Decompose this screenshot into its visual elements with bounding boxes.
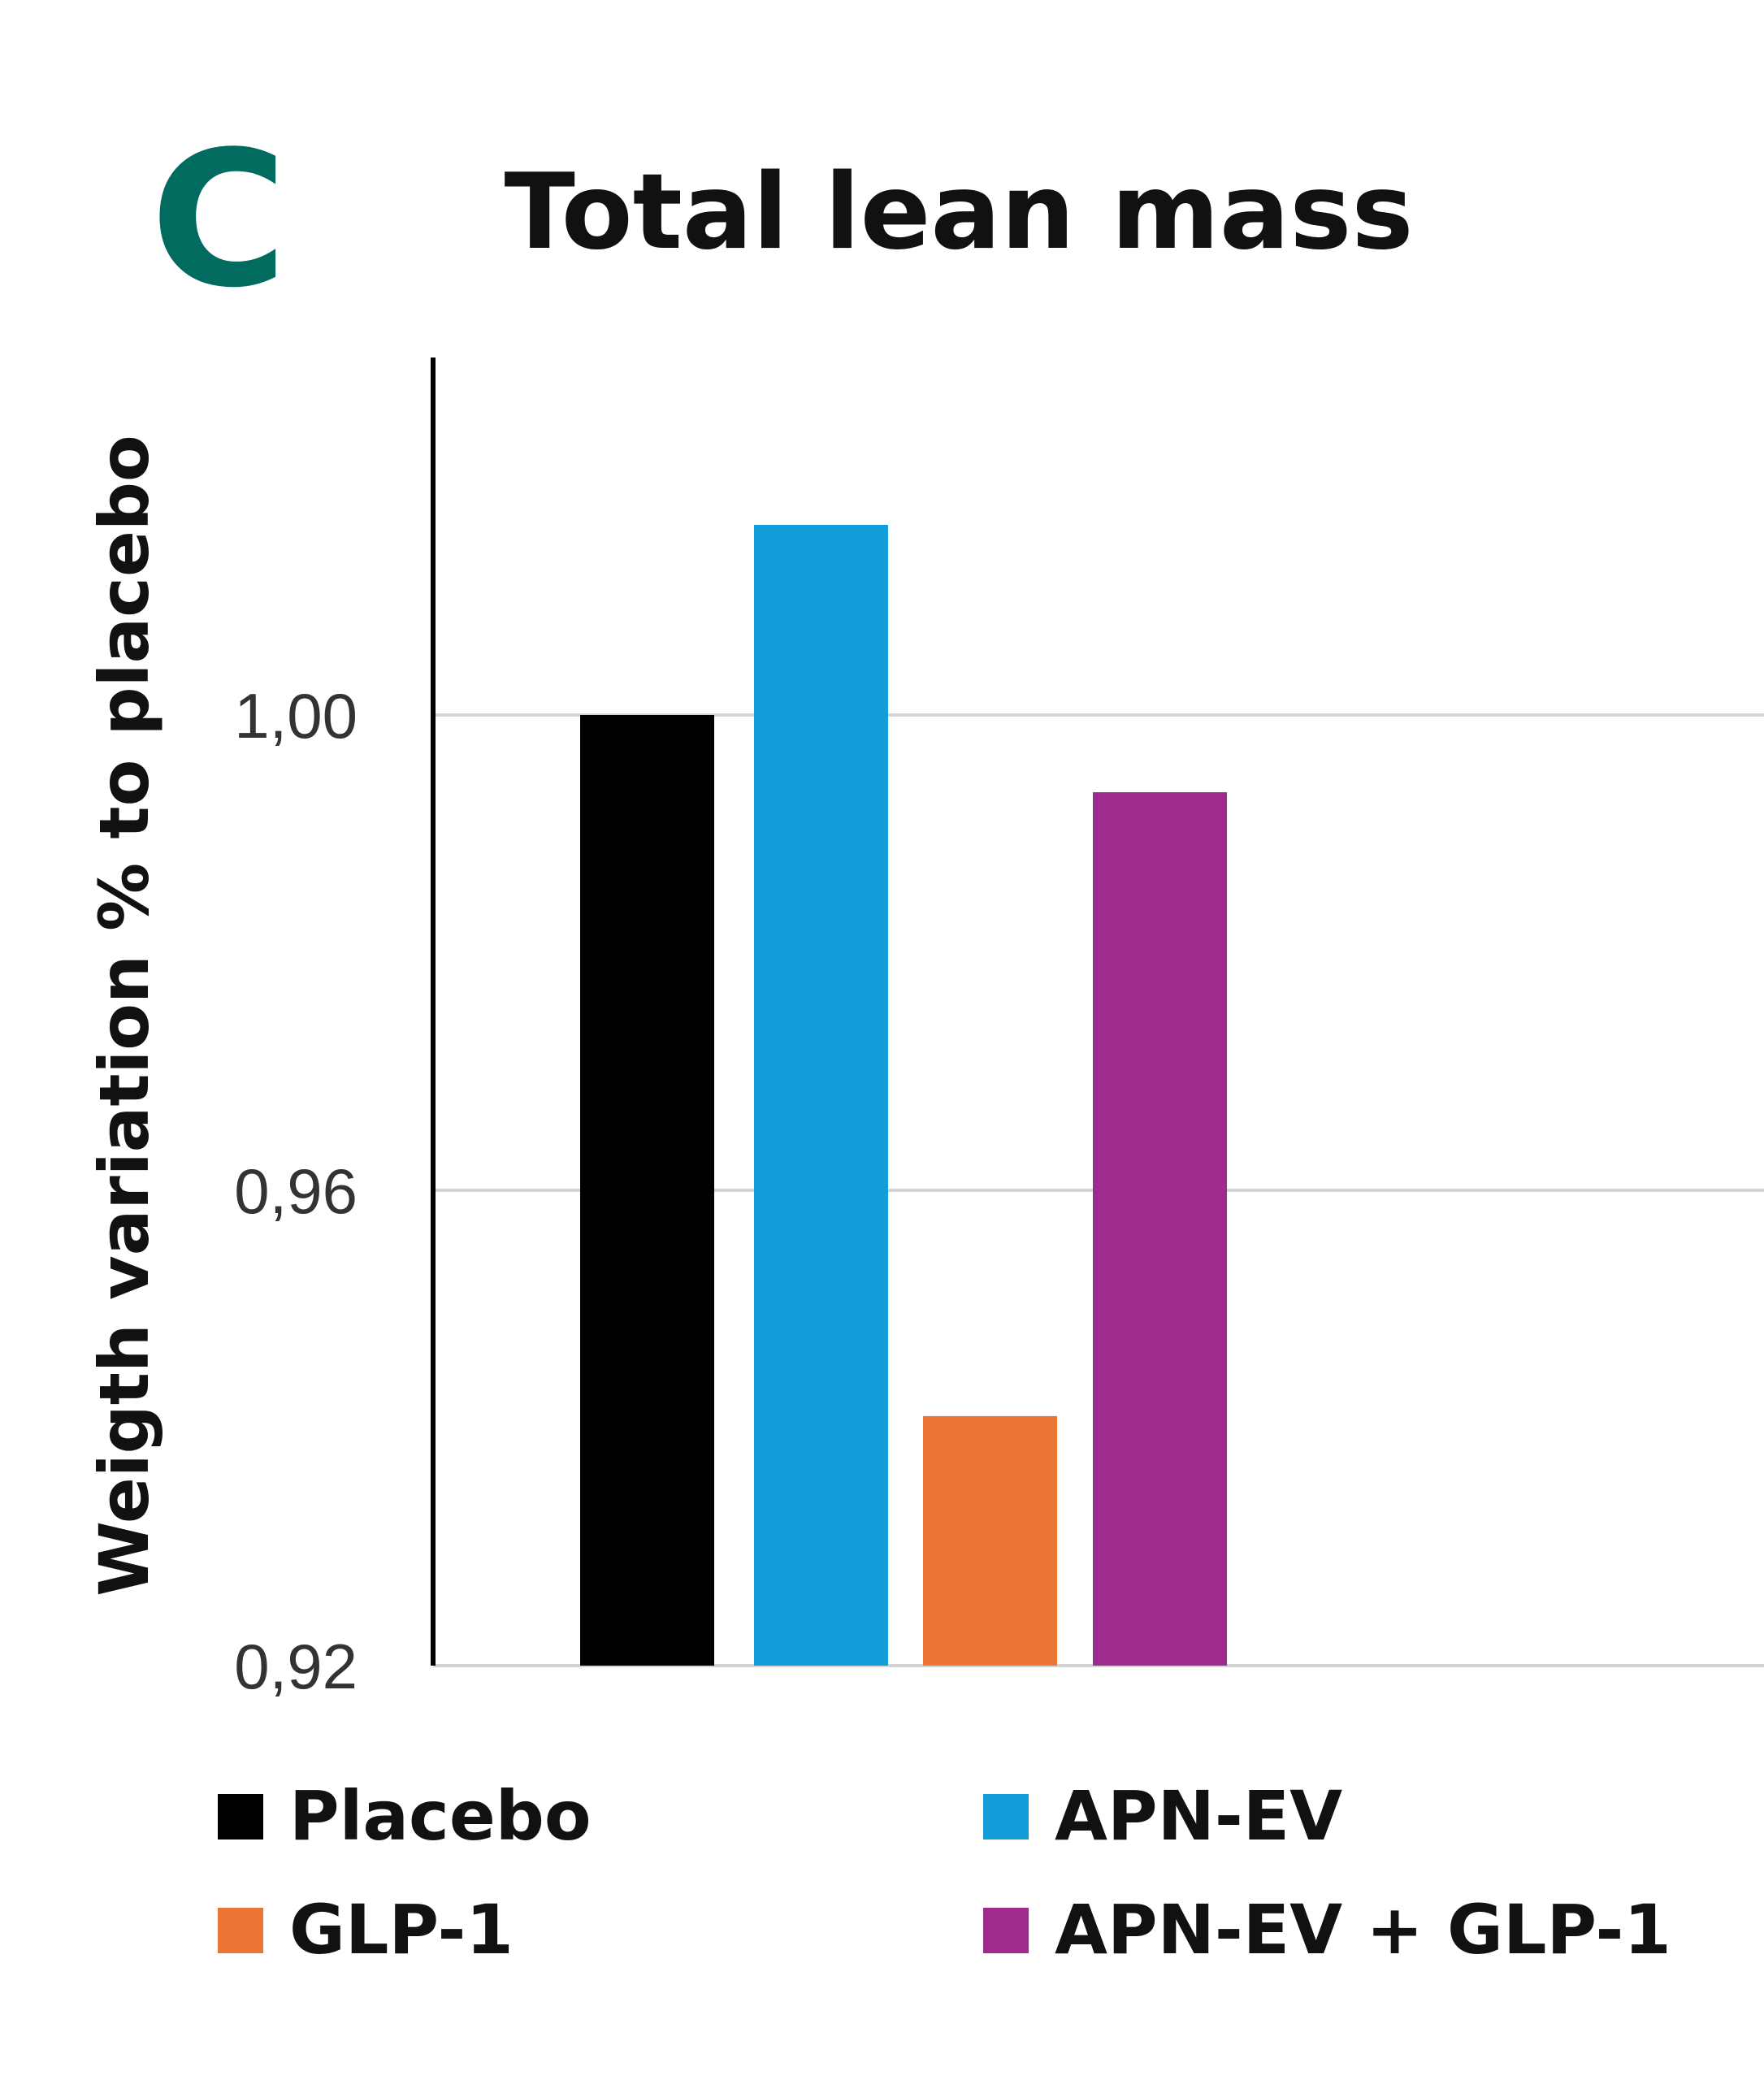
y-axis-label: Weigth variation % to placebo [85,435,164,1597]
panel-label: C [150,112,288,329]
legend-swatch-glp-1 [218,1908,263,1953]
bar-apn-ev-glp-1 [1093,792,1227,1666]
y-tick-label: 0,92 [234,1631,358,1702]
y-tick-label: 0,96 [234,1155,358,1227]
legend-label-apn-ev-glp-1: APN-EV + GLP-1 [1055,1890,1671,1970]
y-tick-label: 1,00 [234,680,358,752]
legend-swatch-apn-ev-glp-1 [983,1908,1029,1953]
y-axis-ticks: 0,92 0,96 1,00 [234,680,358,1702]
legend-swatch-placebo [218,1794,263,1840]
bar-glp-1 [923,1415,1057,1666]
legend-swatch-apn-ev [983,1794,1029,1840]
legend-label-glp-1: GLP-1 [289,1890,514,1970]
legend: Placebo APN-EV GLP-1 APN-EV + GLP-1 [218,1776,1671,1970]
bar-apn-ev [754,525,888,1666]
legend-label-placebo: Placebo [289,1776,592,1856]
bars [580,525,1227,1666]
chart-title: Total lean mass [504,152,1413,273]
legend-label-apn-ev: APN-EV [1055,1776,1342,1856]
bar-placebo [580,715,714,1666]
